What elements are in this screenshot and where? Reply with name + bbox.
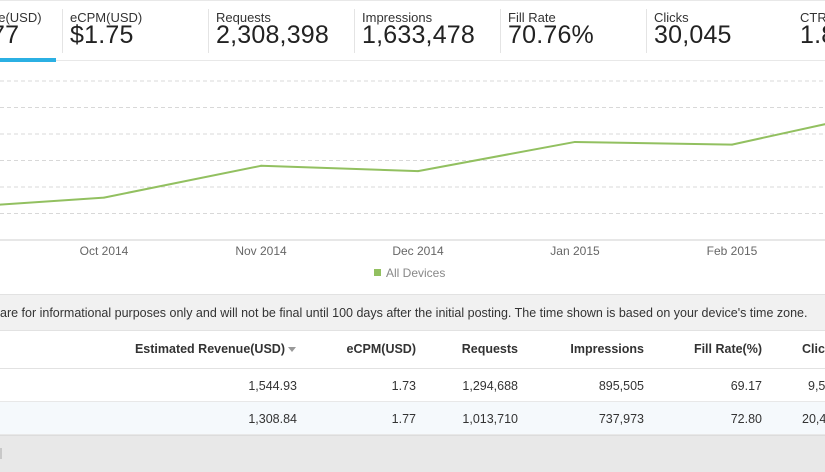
table-footer: [0, 435, 825, 472]
x-tick-label: Oct 2014: [80, 244, 129, 258]
cell-ecpm: 1.77: [391, 412, 416, 426]
data-point[interactable]: [574, 140, 576, 143]
metric-estimated-revenue[interactable]: ue(USD) 77: [0, 1, 56, 62]
x-tick-label: Jan 2015: [550, 244, 600, 258]
chart-legend[interactable]: All Devices: [374, 266, 445, 280]
cell-requests: 1,294,688: [462, 379, 518, 393]
disclaimer-bar: are for informational purposes only and …: [0, 294, 825, 331]
metrics-strip: ue(USD) 77 eCPM(USD) $1.75 Requests 2,30…: [0, 0, 825, 62]
report-table: Estimated Revenue(USD) eCPM(USD) Request…: [0, 331, 825, 472]
col-header-ecpm[interactable]: eCPM(USD): [346, 342, 416, 356]
col-header-fill-rate[interactable]: Fill Rate(%): [693, 342, 762, 356]
legend-swatch: [374, 269, 381, 276]
divider: [354, 9, 355, 53]
col-header-clicks[interactable]: Clic: [802, 342, 825, 356]
sort-desc-icon: [288, 347, 296, 352]
metric-label: Fill Rate: [508, 10, 556, 25]
chart-grid: [0, 80, 825, 241]
metric-value: 1,633,478: [362, 21, 476, 49]
col-header-impressions[interactable]: Impressions: [570, 342, 644, 356]
metric-value: 77: [0, 21, 20, 49]
metric-ecpm[interactable]: eCPM(USD) $1.75: [62, 1, 200, 61]
table-row[interactable]: 1,544.93 1.73 1,294,688 895,505 69.17 9,…: [0, 369, 825, 402]
cell-impressions: 895,505: [598, 379, 644, 393]
metric-value: 70.76%: [508, 21, 594, 49]
data-point[interactable]: [260, 164, 262, 167]
col-header-requests[interactable]: Requests: [461, 342, 518, 356]
cell-estimated-revenue: 1,308.84: [248, 412, 297, 426]
metric-label: CTR: [800, 10, 825, 25]
revenue-chart: Oct 2014 Nov 2014 Dec 2014 Jan 2015 Feb 2015…: [0, 61, 825, 291]
cell-estimated-revenue: 1,544.93: [248, 379, 297, 393]
cell-requests: 1,013,710: [462, 412, 518, 426]
metric-label: Requests: [216, 10, 271, 25]
metric-label: Clicks: [654, 10, 689, 25]
data-point[interactable]: [731, 143, 733, 146]
metric-label: Impressions: [362, 10, 433, 25]
col-header-label: Estimated Revenue(USD): [134, 342, 285, 356]
metric-value: 30,045: [654, 21, 732, 49]
cell-impressions: 737,973: [598, 412, 644, 426]
metric-ctr[interactable]: CTR 1.8: [800, 1, 825, 61]
legend-label: All Devices: [386, 266, 446, 280]
chart-x-ticks: Oct 2014 Nov 2014 Dec 2014 Jan 2015 Feb 2015: [80, 244, 758, 258]
active-indicator: [0, 58, 56, 62]
col-header-estimated-revenue[interactable]: Estimated Revenue(USD): [135, 342, 296, 356]
table-header: Estimated Revenue(USD) eCPM(USD) Request…: [0, 331, 825, 369]
x-tick-label: Feb 2015: [707, 244, 758, 258]
metric-label: ue(USD): [0, 10, 42, 25]
metric-value: $1.75: [70, 21, 134, 49]
divider: [646, 9, 647, 53]
divider: [500, 9, 501, 53]
cell-clicks: 20,4: [802, 412, 825, 426]
disclaimer-text: are for informational purposes only and …: [0, 306, 808, 320]
metric-fill-rate[interactable]: Fill Rate 70.76%: [500, 1, 638, 61]
series-line-all-devices: [0, 123, 825, 206]
x-tick-label: Nov 2014: [235, 244, 287, 258]
metric-clicks[interactable]: Clicks 30,045: [646, 1, 784, 61]
cell-clicks: 9,5: [808, 379, 825, 393]
metric-impressions[interactable]: Impressions 1,633,478: [354, 1, 492, 61]
cell-fill-rate: 69.17: [730, 379, 762, 393]
divider: [208, 9, 209, 53]
x-tick-label: Dec 2014: [392, 244, 444, 258]
metric-requests[interactable]: Requests 2,308,398: [208, 1, 346, 61]
divider: [62, 9, 63, 53]
metric-value: 2,308,398: [216, 21, 330, 49]
cell-fill-rate: 72.80: [730, 412, 762, 426]
table-row[interactable]: 1,308.84 1.77 1,013,710 737,973 72.80 20…: [0, 402, 825, 435]
cell-ecpm: 1.73: [391, 379, 416, 393]
metric-label: eCPM(USD): [70, 10, 143, 25]
footer-edge-icon: [0, 448, 3, 459]
chart-series: [0, 123, 825, 206]
data-point[interactable]: [103, 196, 105, 199]
chart-svg: Oct 2014 Nov 2014 Dec 2014 Jan 2015 Feb 2015: [0, 80, 825, 258]
data-point[interactable]: [417, 170, 419, 173]
metric-value: 1.8: [800, 21, 825, 49]
